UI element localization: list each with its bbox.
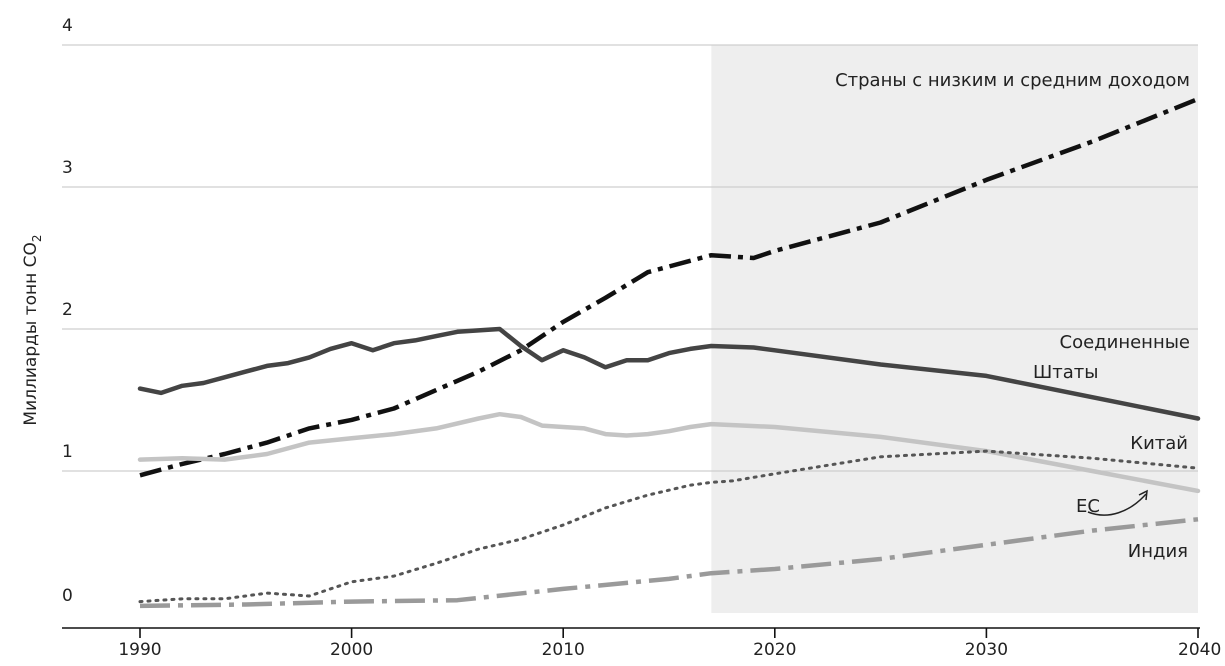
x-axis (62, 627, 1200, 638)
series-line-3 (138, 449, 1200, 604)
x-tick-label: 2000 (330, 640, 373, 660)
series-line-2 (137, 411, 1201, 494)
y-axis-label: Миллиарды тонн CO2 (21, 234, 44, 425)
x-tick-labels: 1990 2000 2010 2020 2030 2040 (118, 640, 1221, 660)
x-tick-label: 2020 (753, 640, 796, 660)
series-line-0 (139, 96, 1199, 478)
y-tick-label: 3 (62, 158, 73, 178)
series-label: Индия (1128, 541, 1188, 562)
gridlines (62, 44, 1198, 472)
y-tick-label: 4 (62, 16, 73, 36)
x-tick-label: 2030 (965, 640, 1008, 660)
arrow-head (1138, 489, 1148, 501)
series-label: Китай (1130, 433, 1188, 454)
series-line-1 (137, 326, 1201, 421)
x-tick-label: 1990 (118, 640, 161, 660)
eu-label-arrow (1087, 489, 1148, 516)
series-label: ЕС (1076, 496, 1100, 517)
arrow-curve (1087, 493, 1147, 516)
y-axis-label-main: Миллиарды тонн CO (21, 242, 41, 425)
x-tick-label: 2010 (542, 640, 585, 660)
y-tick-label: 1 (62, 442, 73, 462)
x-tick-label: 2040 (1178, 640, 1221, 660)
series-lines (137, 96, 1201, 609)
series-labels: Страны с низким и средним доходом Соедине… (835, 70, 1190, 562)
series-label: Соединенные (1060, 332, 1190, 353)
y-tick-label: 2 (62, 300, 73, 320)
series-label: Страны с низким и средним доходом (835, 70, 1190, 91)
y-tick-label: 0 (62, 586, 73, 606)
y-tick-labels: 0 1 2 3 4 (62, 16, 73, 606)
series-line-4 (139, 517, 1199, 609)
series-label: Штаты (1033, 362, 1098, 383)
y-axis-label-subscript: 2 (30, 234, 44, 242)
